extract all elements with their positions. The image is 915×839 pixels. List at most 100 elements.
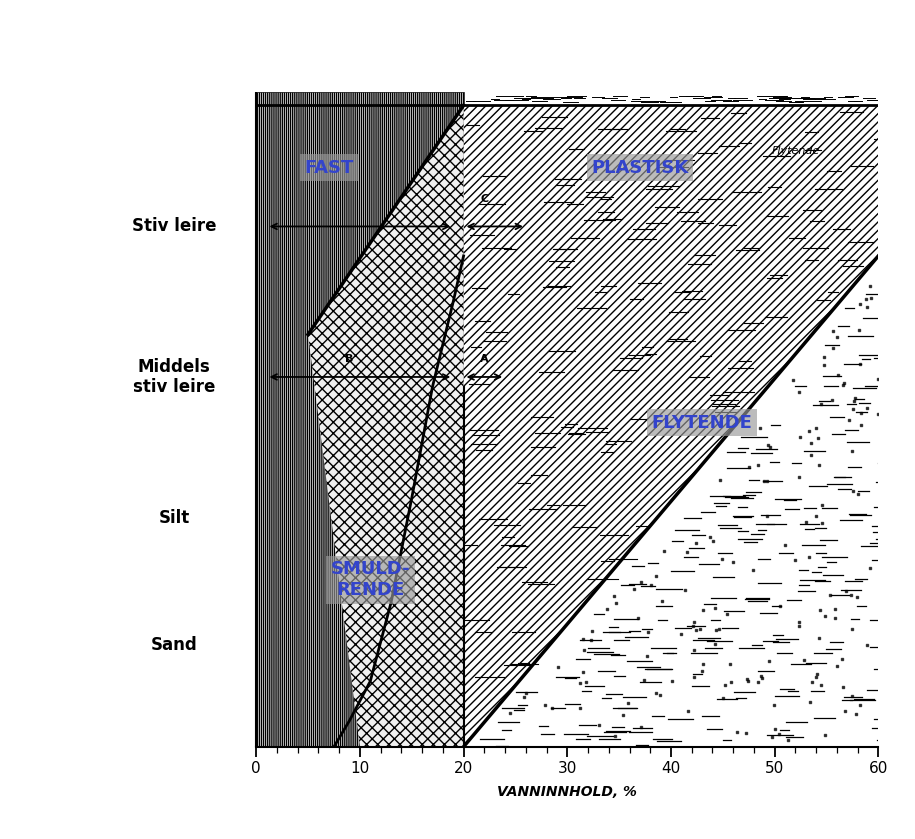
Point	[792, 430, 807, 444]
Point	[850, 487, 865, 500]
Point	[802, 550, 816, 564]
Point	[803, 436, 818, 450]
Point	[608, 597, 623, 610]
Point	[845, 444, 859, 457]
Text: SMULD-
RENDE: SMULD- RENDE	[330, 560, 410, 599]
Point	[816, 350, 831, 363]
Point	[871, 372, 886, 385]
Point	[757, 474, 771, 487]
Point	[707, 602, 722, 615]
Point	[708, 623, 723, 637]
Point	[724, 675, 738, 689]
Point	[765, 731, 780, 744]
Point	[649, 570, 663, 583]
Point	[778, 538, 792, 551]
Point	[759, 509, 774, 523]
Point	[839, 584, 854, 597]
Point	[825, 393, 840, 407]
Point	[815, 516, 830, 529]
Point	[673, 628, 688, 641]
Point	[860, 300, 875, 314]
Point	[761, 654, 776, 668]
Point	[864, 291, 878, 305]
Point	[768, 722, 782, 736]
Point	[649, 686, 663, 700]
Point	[818, 609, 833, 623]
Point	[753, 422, 768, 435]
Point	[815, 498, 830, 512]
Point	[824, 589, 838, 602]
Point	[805, 675, 820, 689]
Point	[641, 626, 656, 639]
Point	[572, 701, 587, 715]
Point	[713, 473, 727, 487]
Point	[817, 358, 832, 372]
Point	[688, 536, 703, 550]
Point	[750, 459, 765, 472]
Point	[830, 659, 845, 673]
Point	[763, 440, 778, 453]
Point	[573, 676, 587, 690]
Point	[630, 612, 645, 625]
Point	[653, 688, 668, 701]
Point	[576, 665, 590, 679]
Point	[616, 708, 630, 722]
Point	[503, 706, 518, 720]
Point	[803, 449, 818, 462]
Point	[799, 515, 813, 529]
Point	[835, 378, 850, 392]
Point	[835, 680, 850, 693]
Point	[703, 530, 717, 544]
Point	[792, 385, 807, 399]
Point	[723, 658, 737, 671]
Point	[584, 633, 598, 646]
Point	[854, 406, 868, 420]
Point	[871, 408, 886, 421]
Point	[809, 509, 824, 523]
Point	[772, 727, 787, 741]
Text: B: B	[345, 354, 354, 364]
Point	[620, 696, 635, 710]
Point	[831, 368, 845, 382]
Text: PLASTISK: PLASTISK	[591, 159, 688, 176]
Text: Flytende: Flytende	[771, 146, 820, 156]
Point	[657, 545, 672, 558]
Point	[729, 726, 744, 739]
Point	[842, 414, 856, 427]
Point	[738, 726, 753, 739]
Point	[780, 733, 795, 747]
Point	[686, 616, 701, 629]
Point	[849, 590, 864, 603]
Point	[551, 659, 565, 673]
Point	[634, 575, 649, 588]
Point	[742, 460, 757, 473]
Point	[608, 729, 622, 743]
Point	[686, 643, 701, 656]
Point	[802, 696, 817, 709]
Point	[847, 391, 862, 404]
Point	[791, 619, 806, 633]
Point	[767, 699, 781, 712]
Point	[791, 615, 806, 628]
Point	[664, 674, 679, 687]
Point	[677, 583, 692, 597]
Text: FAST: FAST	[304, 159, 353, 176]
Point	[809, 670, 824, 684]
Point	[812, 458, 826, 472]
Point	[694, 664, 709, 678]
Point	[517, 690, 532, 704]
Text: Stiv leire: Stiv leire	[132, 217, 217, 236]
Text: Middels
stiv leire: Middels stiv leire	[133, 357, 215, 396]
Point	[693, 622, 707, 635]
Point	[817, 728, 832, 742]
Point	[826, 324, 841, 337]
Point	[537, 699, 552, 712]
Point	[860, 402, 875, 415]
Point	[576, 632, 590, 645]
Point	[802, 425, 817, 438]
Point	[863, 561, 877, 575]
Point	[825, 341, 840, 355]
Point	[707, 638, 722, 651]
Bar	[256, 92, 464, 747]
Point	[846, 403, 861, 416]
